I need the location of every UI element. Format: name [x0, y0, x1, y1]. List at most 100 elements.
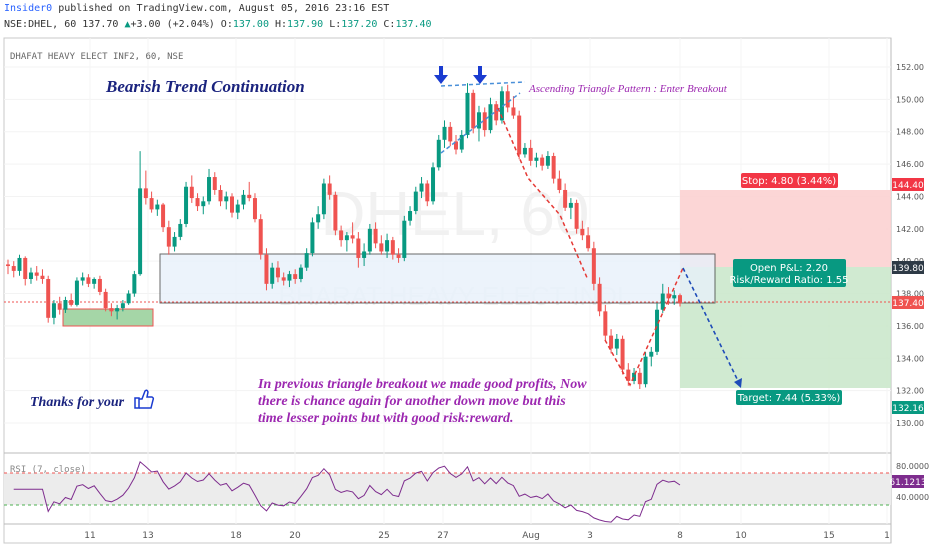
- candle-body: [413, 191, 418, 212]
- low-value: 137.20: [341, 19, 378, 30]
- candles: [6, 83, 682, 390]
- candle-body: [540, 157, 545, 166]
- price-tick-label: 144.00: [896, 192, 924, 201]
- price-tick-label: 152.00: [896, 63, 924, 72]
- candle-body: [385, 240, 390, 252]
- candle-body: [436, 139, 441, 168]
- price-tick-label: 142.00: [896, 225, 924, 234]
- candle-body: [126, 293, 131, 304]
- svg-text:61.1213: 61.1213: [889, 478, 926, 488]
- candle-body: [614, 338, 619, 349]
- support-box: [62, 308, 154, 327]
- candle-body: [574, 202, 579, 229]
- svg-text:137.40: 137.40: [892, 299, 924, 309]
- candle-body: [408, 211, 413, 221]
- candle-body: [287, 274, 292, 281]
- time-tick-label: 1: [884, 531, 890, 541]
- candle-body: [293, 274, 298, 279]
- candle-body: [74, 280, 79, 305]
- close-value: 137.40: [395, 19, 432, 30]
- price-tag-entry: 139.80: [892, 261, 924, 274]
- candle-body: [138, 188, 143, 275]
- candle-body: [649, 351, 654, 357]
- pnl-label: Open P&L: 2.20: [750, 263, 828, 274]
- candle-body: [660, 293, 665, 310]
- candle-body: [454, 141, 458, 150]
- up-arrow-icon: ▲: [124, 19, 131, 30]
- candle-body: [545, 156, 550, 166]
- candle-body: [321, 183, 326, 215]
- candle-body: [373, 228, 378, 244]
- candle-body: [442, 126, 447, 140]
- candle-body: [298, 267, 303, 279]
- candle-body: [132, 274, 137, 294]
- candle-body: [568, 202, 573, 208]
- candle-body: [557, 178, 562, 190]
- candle-body: [97, 278, 102, 292]
- rsi-tick-label: 40.0000: [896, 493, 929, 502]
- title-annotation: Bearish Trend Continuation: [105, 77, 305, 96]
- candle-body: [34, 272, 39, 276]
- candle-body: [350, 235, 355, 239]
- price-tag-last: 137.40: [892, 296, 924, 309]
- candle-body: [178, 223, 183, 237]
- rsi-band: [4, 473, 891, 505]
- note-line-1: In previous triangle breakout we made go…: [257, 377, 587, 392]
- candle-body: [356, 238, 361, 258]
- low-label: L:: [329, 19, 342, 30]
- last-price: 137.70: [82, 19, 119, 30]
- candle-body: [632, 372, 637, 381]
- candle-body: [184, 186, 189, 224]
- rsi-axis: 80.0000 40.0000: [896, 462, 929, 502]
- candle-body: [534, 157, 539, 161]
- candle-body: [103, 291, 108, 309]
- candle-body: [51, 303, 56, 318]
- price-tag-stop: 144.40: [892, 178, 924, 191]
- price-tick-label: 134.00: [896, 354, 924, 363]
- candle-body: [482, 112, 487, 131]
- time-tick-label: 25: [378, 531, 389, 541]
- price-axis[interactable]: 152.00150.00148.00146.00144.00142.00140.…: [896, 63, 924, 428]
- published-text: published on TradingView.com, August 05,…: [52, 3, 390, 14]
- price-tick-label: 130.00: [896, 419, 924, 428]
- candle-body: [637, 372, 642, 385]
- candle-body: [425, 183, 430, 202]
- price-tick-label: 132.00: [896, 387, 924, 396]
- candle-body: [609, 335, 614, 349]
- candle-body: [476, 112, 481, 129]
- candle-body: [522, 147, 527, 155]
- pnl-label-bg: [733, 259, 846, 287]
- candle-body: [63, 300, 68, 310]
- price-tick-label: 136.00: [896, 322, 924, 331]
- candle-body: [46, 278, 51, 318]
- candle-body: [672, 295, 677, 299]
- candle-body: [195, 198, 200, 207]
- candle-body: [459, 134, 464, 150]
- candle-body: [620, 338, 625, 370]
- candle-body: [247, 194, 252, 199]
- candle-body: [270, 267, 275, 284]
- candle-body: [402, 220, 407, 258]
- candle-body: [23, 257, 28, 279]
- candle-body: [281, 277, 286, 281]
- target-label-bg: [736, 390, 842, 405]
- high-value: 137.90: [287, 19, 324, 30]
- candle-body: [367, 228, 372, 252]
- open-label: O:: [220, 19, 233, 30]
- thanks-annotation: Thanks for your: [30, 395, 125, 410]
- candle-body: [327, 183, 332, 195]
- author-link[interactable]: Insider0: [4, 3, 53, 14]
- candle-body: [11, 266, 16, 271]
- candle-body: [149, 198, 154, 210]
- rsi-tick-label: 80.0000: [896, 462, 929, 471]
- candle-body: [528, 147, 533, 161]
- candle-body: [471, 92, 476, 129]
- candle-body: [597, 283, 602, 312]
- open-value: 137.00: [232, 19, 269, 30]
- time-tick-label: 13: [142, 531, 153, 541]
- time-axis[interactable]: 11 13 18 20 25 27 Aug 3 8 10 15 1: [84, 531, 890, 541]
- watermark-symbol: DHEL, 60: [321, 180, 590, 249]
- svg-text:132.16: 132.16: [892, 404, 924, 414]
- candle-body: [275, 267, 280, 278]
